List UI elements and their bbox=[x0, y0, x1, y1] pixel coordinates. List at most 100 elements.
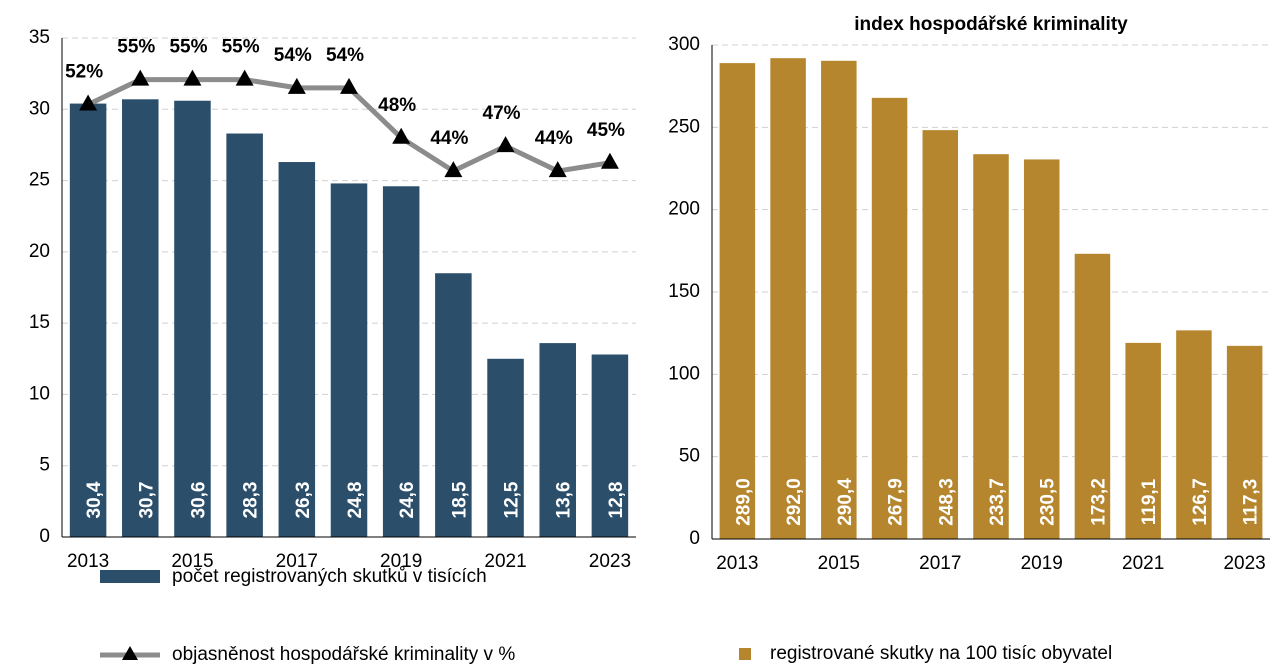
bar bbox=[174, 100, 211, 537]
bar bbox=[226, 133, 263, 537]
y-tick-label: 30 bbox=[29, 98, 50, 119]
line-value-label: 55% bbox=[222, 37, 260, 58]
line-marker bbox=[548, 161, 567, 178]
line-marker bbox=[131, 69, 150, 86]
bar-value-label: 30,4 bbox=[84, 481, 105, 518]
bar-value-label: 173,2 bbox=[1088, 478, 1109, 526]
x-tick-label: 2023 bbox=[1223, 553, 1265, 574]
bar bbox=[871, 97, 908, 539]
bar-value-label: 30,7 bbox=[136, 482, 157, 519]
x-tick-label: 2023 bbox=[589, 551, 631, 572]
y-tick-label: 20 bbox=[29, 241, 50, 262]
y-tick-label: 10 bbox=[29, 383, 50, 404]
bar bbox=[719, 63, 756, 539]
bar bbox=[1023, 159, 1060, 539]
line-value-label: 54% bbox=[326, 45, 364, 66]
y-tick-label: 5 bbox=[39, 455, 50, 476]
bar-value-label: 267,9 bbox=[886, 478, 907, 526]
y-tick-label: 25 bbox=[29, 170, 50, 191]
line-value-label: 47% bbox=[483, 103, 521, 124]
bar-value-label: 230,5 bbox=[1038, 478, 1059, 526]
bar bbox=[539, 343, 576, 537]
x-tick-label: 2019 bbox=[1021, 553, 1063, 574]
x-tick-label: 2015 bbox=[818, 553, 860, 574]
bar-value-label: 233,7 bbox=[987, 478, 1008, 526]
bar bbox=[278, 162, 316, 537]
chart-title: index hospodářské kriminality bbox=[854, 14, 1128, 35]
bar-value-label: 24,8 bbox=[345, 482, 366, 519]
x-tick-label: 2013 bbox=[67, 551, 109, 572]
y-tick-label: 0 bbox=[689, 528, 700, 549]
line-value-label: 55% bbox=[117, 37, 155, 58]
line-value-label: 52% bbox=[65, 62, 103, 83]
bar bbox=[922, 130, 959, 539]
bar-value-label: 117,3 bbox=[1241, 479, 1262, 526]
bar bbox=[770, 58, 806, 539]
x-tick-label: 2015 bbox=[171, 551, 213, 572]
line-marker bbox=[444, 161, 463, 178]
line-marker bbox=[287, 77, 306, 94]
line-marker bbox=[340, 77, 358, 94]
bar-value-label: 126,7 bbox=[1190, 478, 1211, 526]
legend-label: počet registrovaných skutků v tisících bbox=[172, 566, 487, 587]
y-tick-label: 50 bbox=[679, 446, 700, 467]
line-marker bbox=[600, 152, 619, 169]
bar-value-label: 289,0 bbox=[733, 478, 754, 526]
line-value-label: 54% bbox=[274, 45, 312, 66]
y-tick-label: 300 bbox=[668, 34, 700, 55]
x-tick-label: 2017 bbox=[919, 553, 961, 574]
bar bbox=[330, 183, 368, 537]
bar bbox=[821, 60, 857, 540]
bar-value-label: 12,5 bbox=[502, 481, 523, 518]
line-value-label: 44% bbox=[430, 128, 468, 149]
bar bbox=[122, 99, 159, 537]
bar-value-label: 12,8 bbox=[606, 482, 627, 519]
line-value-label: 48% bbox=[378, 95, 416, 116]
bar-value-label: 26,3 bbox=[293, 482, 314, 519]
bar bbox=[1176, 330, 1212, 539]
legend-label: objasněnost hospodářské kriminality v % bbox=[172, 644, 515, 664]
legend-swatch bbox=[100, 570, 160, 583]
line-marker bbox=[235, 69, 254, 86]
bar-value-label: 290,4 bbox=[835, 478, 856, 526]
bar-value-label: 24,6 bbox=[397, 482, 418, 519]
bar-value-label: 28,3 bbox=[241, 482, 262, 519]
x-tick-label: 2013 bbox=[716, 553, 758, 574]
legend-swatch bbox=[739, 648, 751, 660]
y-tick-label: 0 bbox=[39, 526, 50, 547]
line-value-label: 44% bbox=[535, 128, 573, 149]
bar bbox=[1125, 342, 1161, 539]
x-tick-label: 2017 bbox=[276, 551, 318, 572]
bar bbox=[1074, 253, 1111, 539]
y-tick-label: 35 bbox=[29, 27, 50, 48]
y-tick-label: 100 bbox=[668, 363, 700, 384]
x-tick-label: 2019 bbox=[380, 551, 422, 572]
bar bbox=[382, 186, 420, 537]
bar bbox=[435, 273, 472, 537]
bar-value-label: 248,3 bbox=[936, 478, 957, 526]
y-tick-label: 250 bbox=[668, 116, 700, 137]
x-tick-label: 2021 bbox=[1122, 553, 1164, 574]
bar-value-label: 119,1 bbox=[1139, 478, 1160, 525]
bar-value-label: 18,5 bbox=[449, 481, 470, 518]
x-tick-label: 2021 bbox=[484, 551, 526, 572]
bar bbox=[591, 354, 629, 537]
y-tick-label: 200 bbox=[668, 199, 700, 220]
bar bbox=[973, 154, 1009, 539]
line-marker bbox=[79, 94, 98, 111]
bar-value-label: 292,0 bbox=[784, 478, 805, 526]
legend-marker bbox=[122, 646, 138, 660]
bar bbox=[69, 103, 107, 537]
line-value-label: 55% bbox=[169, 37, 207, 58]
line-marker bbox=[183, 69, 202, 86]
bar-value-label: 30,6 bbox=[188, 482, 209, 519]
y-tick-label: 15 bbox=[29, 312, 50, 333]
line-marker bbox=[496, 136, 515, 153]
bar bbox=[487, 358, 524, 537]
legend-label: registrované skutky na 100 tisíc obyvate… bbox=[770, 643, 1112, 664]
line-value-label: 45% bbox=[587, 120, 625, 141]
line-marker bbox=[392, 127, 411, 144]
bar bbox=[1226, 345, 1263, 539]
bar-value-label: 13,6 bbox=[554, 482, 575, 519]
